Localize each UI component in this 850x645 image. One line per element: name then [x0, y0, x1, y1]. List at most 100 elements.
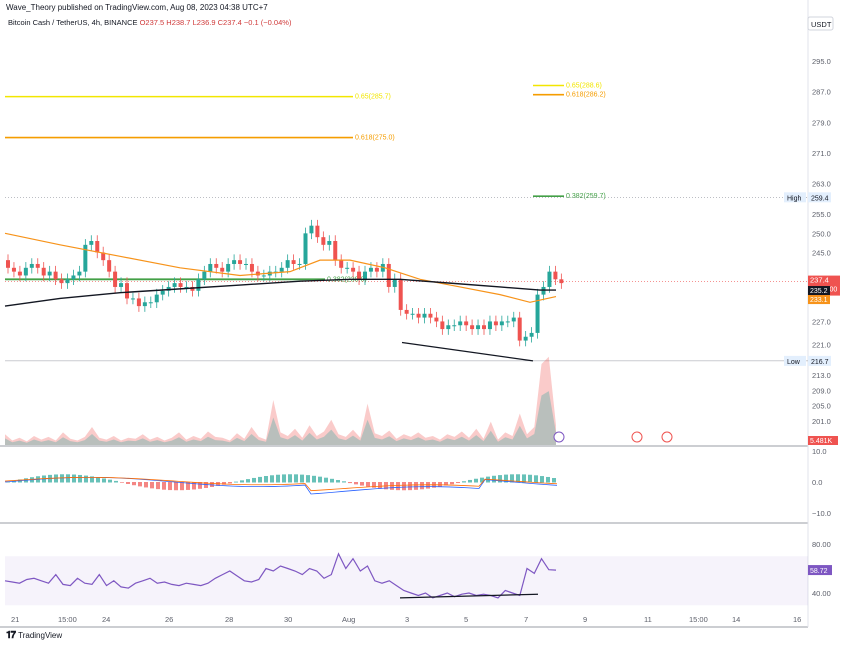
ohlc-close: C237.4	[217, 18, 242, 27]
macd-histogram-bar	[306, 475, 310, 483]
macd-histogram-bar	[126, 482, 130, 484]
candle-body	[452, 325, 457, 327]
macd-histogram-bar	[348, 482, 352, 484]
macd-histogram-bar	[492, 475, 496, 483]
candle-body	[321, 237, 326, 245]
candle-body	[392, 279, 397, 287]
rsi-band	[5, 556, 808, 606]
candle-body	[101, 252, 106, 261]
macd-histogram-bar	[402, 482, 406, 491]
flag-event-icon[interactable]	[661, 431, 673, 443]
footer-brand[interactable]: 𝟏𝟕 TradingView	[6, 630, 62, 641]
candle-body	[464, 321, 469, 326]
macd-histogram-bar	[378, 482, 382, 489]
fib-right-0382-label: 0.382(259.7)	[566, 193, 606, 200]
symbol-name: Bitcoin Cash / TetherUS, 4h, BINANCE	[8, 18, 138, 27]
macd-histogram-bar	[468, 479, 472, 483]
candle-body	[41, 267, 46, 276]
high-value: 259.4	[811, 195, 829, 202]
candle-body	[220, 267, 225, 272]
fib-left-0618-label: 0.618(275.0)	[355, 135, 395, 142]
time-tick-label: 15:00	[58, 615, 77, 624]
macd-histogram-bar	[426, 482, 430, 489]
macd-histogram-bar	[198, 482, 202, 489]
macd-histogram-bar	[540, 476, 544, 483]
candle-body	[148, 302, 153, 304]
flag-event-icon[interactable]	[631, 431, 643, 443]
candle-body	[17, 271, 22, 276]
macd-histogram-bar	[120, 482, 124, 483]
ohlc-low: L236.9	[192, 18, 216, 27]
price-tick-label: 201.0	[812, 417, 831, 426]
candle-body	[351, 267, 356, 272]
candle-body	[327, 241, 332, 245]
ohlc-change: −0.1 (−0.04%)	[243, 18, 292, 27]
candle-body	[244, 263, 248, 265]
candle-body	[190, 286, 195, 291]
low-value-box	[808, 355, 831, 366]
candle-body	[404, 309, 409, 314]
candle-body	[291, 260, 296, 264]
macd-histogram-bar	[372, 482, 376, 488]
candle-body	[547, 271, 552, 287]
candle-body	[386, 263, 391, 287]
price-tick-label: 255.0	[812, 210, 831, 219]
candle-body	[172, 283, 177, 287]
time-tick-label: Aug	[342, 615, 355, 624]
macd-histogram-bar	[84, 475, 88, 483]
rsi-tick-label: 40.00	[812, 589, 831, 598]
macd-histogram-bar	[186, 482, 190, 490]
time-tick-label: 7	[524, 615, 528, 624]
macd-histogram-bar	[552, 478, 556, 483]
candle-body	[529, 332, 534, 337]
candle-body	[154, 294, 159, 303]
candle-body	[416, 313, 421, 318]
rsi-trendline	[399, 593, 539, 599]
macd-histogram-bar	[450, 482, 454, 485]
macd-tick-label: 10.0	[812, 447, 827, 456]
macd-histogram-bar	[534, 475, 538, 483]
macd-histogram-bar	[162, 482, 166, 490]
macd-histogram-bar	[102, 478, 106, 483]
macd-histogram-bar	[414, 482, 418, 490]
macd-histogram-bar	[438, 482, 442, 487]
candle-body	[458, 321, 463, 326]
low-label: Low	[787, 359, 801, 366]
candle-body	[339, 260, 344, 268]
ma-orange-value: 233.1	[810, 297, 828, 304]
candle-body	[208, 263, 213, 272]
candle-body	[136, 298, 141, 307]
macd-histogram-bar	[408, 482, 412, 491]
macd-histogram-bar	[522, 474, 526, 483]
candle-body	[77, 271, 82, 276]
candle-body	[511, 317, 516, 322]
price-tick-label: 245.0	[812, 248, 831, 257]
macd-histogram-bar	[246, 479, 250, 483]
candle-body	[202, 271, 207, 280]
macd-histogram-bar	[294, 474, 298, 483]
macd-histogram-bar	[396, 482, 400, 491]
currency-button[interactable]	[807, 16, 834, 31]
ma-black-value: 235.2	[810, 288, 828, 295]
macd-histogram-bar	[288, 474, 292, 483]
macd-histogram-bar	[6, 482, 10, 483]
lightning-event-icon[interactable]	[553, 431, 565, 443]
macd-histogram-bar	[420, 482, 424, 490]
candle-body	[238, 260, 243, 264]
macd-tick-label: 0.0	[812, 478, 822, 487]
brand-name: TradingView	[18, 631, 63, 640]
candle-body	[559, 279, 564, 284]
macd-histogram-bar	[366, 482, 370, 487]
candle-body	[315, 225, 320, 238]
candle-body	[232, 260, 237, 264]
macd-histogram-bar	[180, 482, 184, 491]
candle-body	[166, 286, 171, 291]
candle-body	[487, 321, 492, 330]
macd-histogram-bar	[444, 482, 448, 486]
low-label-box	[784, 355, 806, 366]
time-tick-label: 28	[225, 615, 233, 624]
macd-histogram-bar	[156, 482, 160, 490]
price-tick-label: 263.0	[812, 180, 831, 189]
macd-histogram-bar	[150, 482, 154, 489]
